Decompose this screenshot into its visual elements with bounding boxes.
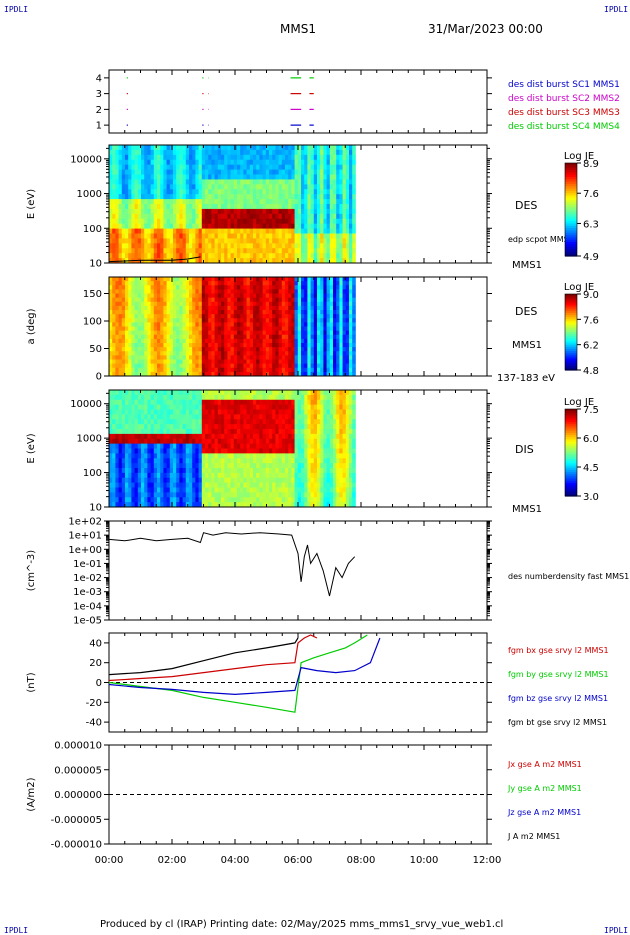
time-tick-label: 00:00 [95, 855, 124, 866]
des-pitch-sc-label: MMS1 [512, 340, 542, 351]
density-ytick-label: 1e-03 [73, 587, 102, 598]
dis-energy-ylabel: E (eV) [26, 433, 37, 463]
fgm-ytick-label: -20 [86, 698, 102, 709]
fgm-line-1 [109, 635, 367, 712]
burst-legend-label: des dist burst SC1 MMS1 [508, 80, 620, 90]
current-ytick-label: 0.000005 [54, 765, 102, 776]
density-ytick-label: 1e-04 [73, 601, 102, 612]
current-legend-label: Jx gse A m2 MMS1 [507, 760, 582, 769]
des-pitch-colorbar-tick-label: 7.6 [583, 315, 599, 326]
time-tick-label: 08:00 [347, 855, 376, 866]
time-tick-label: 04:00 [221, 855, 250, 866]
dis-energy-sc-label: MMS1 [512, 504, 542, 515]
density-line [109, 533, 355, 596]
fgm-legend-label: fgm bx gse srvy l2 MMS1 [508, 646, 609, 655]
current-ylabel: (A/m2) [26, 777, 37, 811]
dis-energy-colorbar-tick-label: 3.0 [583, 492, 599, 503]
burst-legend-label: des dist burst SC4 MMS4 [508, 122, 620, 132]
des-pitch-ytick-label: 150 [83, 289, 102, 300]
current-legend-label: Jz gse A m2 MMS1 [507, 808, 581, 817]
current-legend-label: J A m2 MMS1 [507, 832, 560, 841]
fgm-ytick-label: 20 [89, 658, 102, 669]
des-pitch-colorbar-tick-label: 9.0 [583, 290, 599, 301]
current-legend-label: Jy gse A m2 MMS1 [507, 784, 582, 793]
density-ytick-label: 1e+02 [68, 517, 102, 528]
dis-energy-ytick-label: 10000 [70, 399, 102, 410]
density-ytick-label: 1e-05 [73, 616, 102, 627]
des-pitch-ytick-label: 50 [89, 344, 102, 355]
des-energy-instrument-label: DES [515, 199, 537, 212]
dis-energy-instrument-label: DIS [515, 443, 534, 456]
burst-panel [109, 70, 487, 133]
time-tick-label: 02:00 [158, 855, 187, 866]
des-pitch-instrument-label: DES [515, 305, 537, 318]
des-energy-colorbar-tick-label: 4.9 [583, 252, 599, 263]
fgm-line-2 [109, 638, 380, 694]
fgm-ytick-label: 0 [96, 678, 102, 689]
fgm-ylabel: (nT) [26, 672, 37, 692]
des-pitch-ytick-label: 0 [96, 372, 102, 383]
dis-energy-ytick-label: 10 [89, 503, 102, 514]
burst-ytick-label: 1 [96, 121, 102, 132]
dis-energy-colorbar-tick-label: 7.5 [583, 405, 599, 416]
des-pitch-colorbar-tick-label: 4.8 [583, 366, 599, 377]
des-energy-ytick-label: 1000 [77, 189, 102, 200]
dis-energy-ytick-label: 1000 [77, 434, 102, 445]
dis-energy-colorbar-tick-label: 4.5 [583, 463, 599, 474]
density-ytick-label: 1e+00 [68, 545, 102, 556]
fgm-legend-label: fgm bt gse srvy l2 MMS1 [508, 718, 607, 727]
fgm-ytick-label: 40 [89, 638, 102, 649]
burst-legend-label: des dist burst SC3 MMS3 [508, 108, 620, 118]
des-energy-colorbar-tick-label: 7.6 [583, 189, 599, 200]
fgm-legend-label: fgm bz gse srvy l2 MMS1 [508, 694, 608, 703]
footer-credits: Produced by cl (IRAP) Printing date: 02/… [100, 919, 503, 930]
current-ytick-label: 0.000000 [54, 790, 102, 801]
time-tick-label: 12:00 [473, 855, 502, 866]
current-ytick-label: -0.000010 [51, 840, 102, 851]
des-pitch-energy-label: 137-183 eV [497, 373, 555, 384]
des-pitch-spectrogram-cells [109, 277, 356, 376]
density-minor-ticks [106, 522, 490, 616]
density-legend-label: des numberdensity fast MMS1 [508, 572, 629, 581]
dis-energy-spectrogram-cells [109, 390, 356, 507]
time-tick-label: 10:00 [410, 855, 439, 866]
dis-energy-colorbar-tick-label: 6.0 [583, 434, 599, 445]
des-energy-ytick-label: 10000 [70, 154, 102, 165]
density-panel-time-ticks [109, 521, 487, 620]
des-energy-spectrogram-cells [109, 145, 356, 263]
burst-ytick-label: 3 [96, 89, 102, 100]
des-pitch-colorbar-tick-label: 6.2 [583, 341, 599, 352]
current-ytick-label: 0.000010 [54, 741, 102, 752]
density-ytick-label: 1e+01 [68, 531, 102, 542]
des-pitch-ylabel: a (deg) [26, 308, 37, 344]
fgm-line-3 [109, 638, 298, 675]
des-energy-sc-label: MMS1 [512, 260, 542, 271]
des-energy-ylabel: E (eV) [26, 189, 37, 219]
burst-legend-label: des dist burst SC2 MMS2 [508, 94, 620, 104]
fgm-ytick-label: -40 [86, 718, 102, 729]
current-ytick-label: -0.000005 [51, 815, 102, 826]
density-panel [109, 521, 487, 620]
des-energy-colorbar-tick-label: 8.9 [583, 159, 599, 170]
density-ytick-label: 1e-02 [73, 573, 102, 584]
des-pitch-ytick-label: 100 [83, 317, 102, 328]
dis-energy-ytick-label: 100 [83, 468, 102, 479]
density-ylabel: (cm^-3) [26, 550, 37, 591]
burst-ytick-label: 4 [96, 73, 102, 84]
fgm-legend-label: fgm by gse srvy l2 MMS1 [508, 670, 609, 679]
des-energy-colorbar-tick-label: 6.3 [583, 219, 599, 230]
des-energy-ytick-label: 100 [83, 224, 102, 235]
des-energy-ytick-label: 10 [89, 259, 102, 270]
density-ytick-label: 1e-01 [73, 559, 102, 570]
time-tick-label: 06:00 [284, 855, 313, 866]
burst-ytick-label: 2 [96, 105, 102, 116]
scpot-label: edp scpot MMS1 [508, 235, 574, 244]
burst-panel-time-ticks [109, 70, 487, 133]
